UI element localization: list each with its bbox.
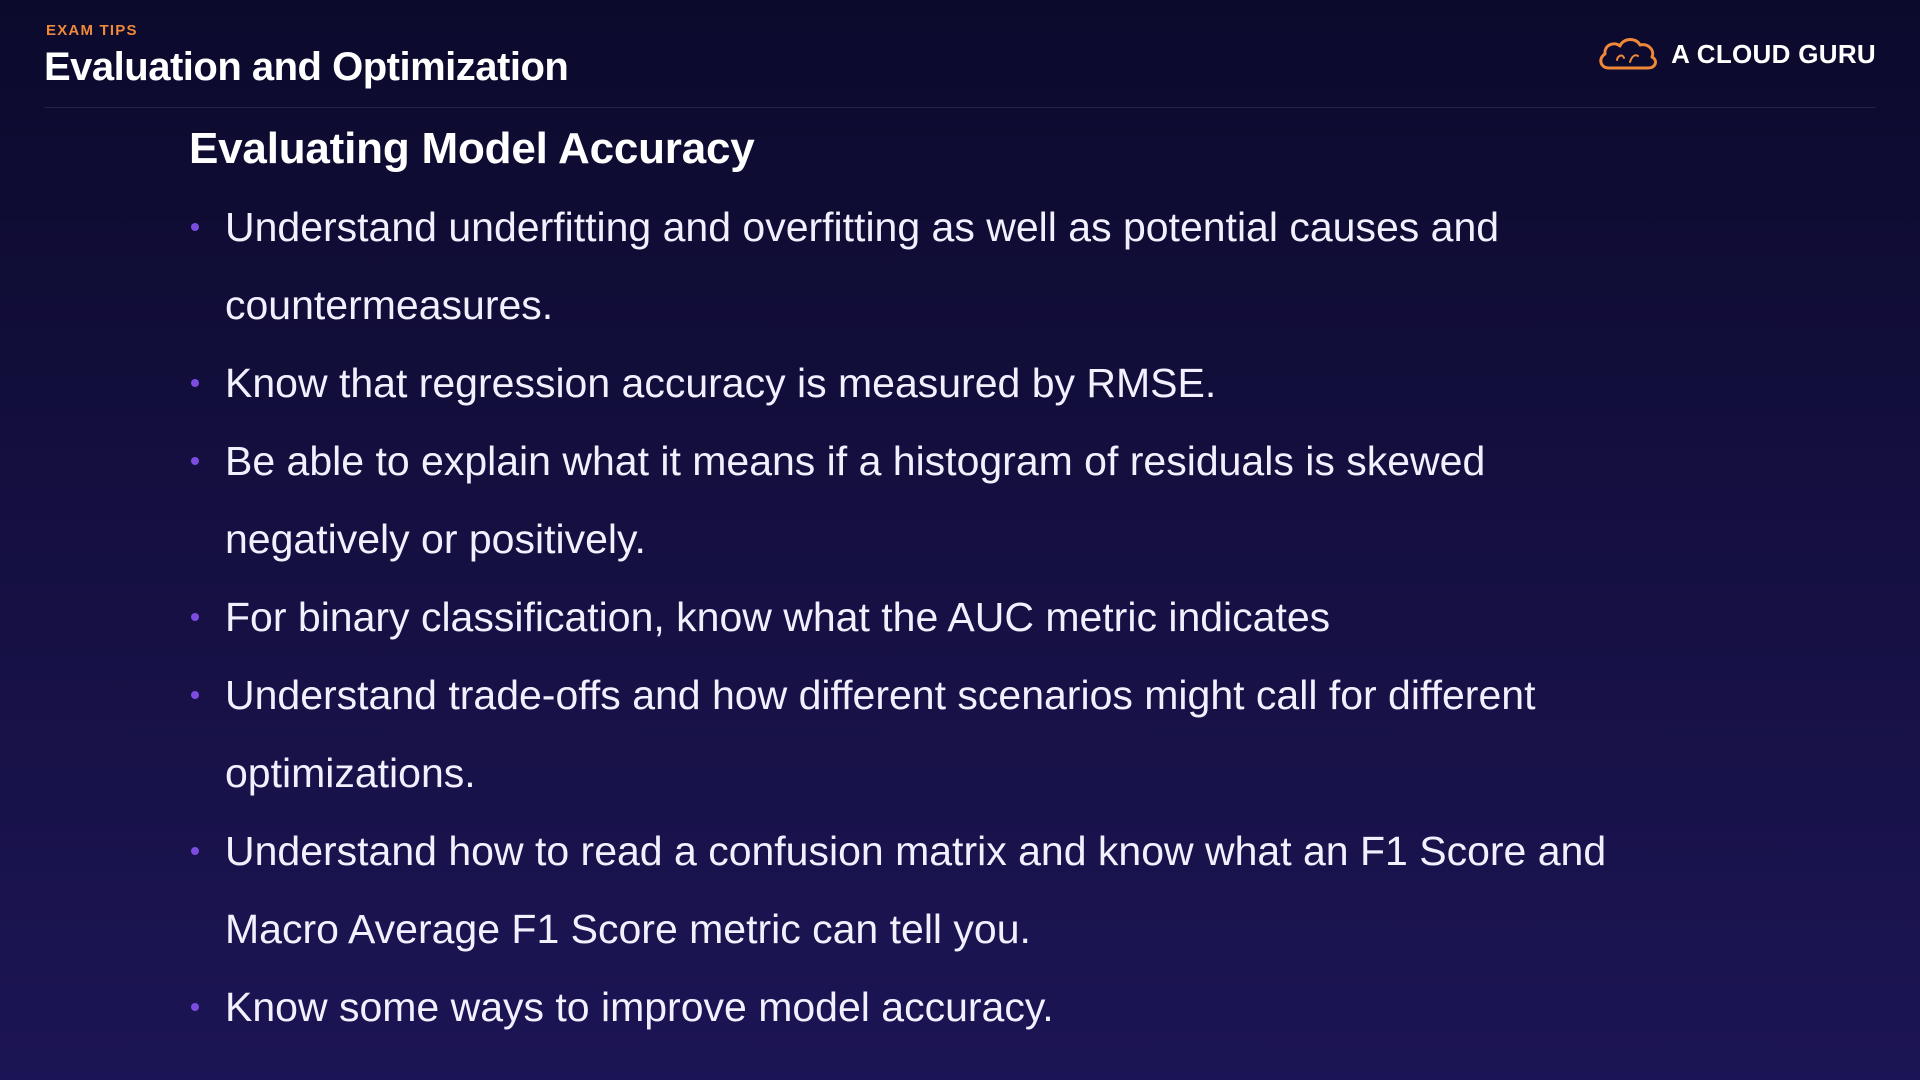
header: EXAM TIPS Evaluation and Optimization <box>44 22 569 90</box>
bullet-dot-icon <box>191 223 199 231</box>
bullet-dot-icon <box>191 1003 199 1011</box>
eyebrow-label: EXAM TIPS <box>46 22 138 39</box>
bullet-text: Be able to explain what it means if a hi… <box>225 438 1486 562</box>
header-divider <box>44 107 1876 108</box>
bullet-text: For binary classification, know what the… <box>225 594 1331 640</box>
bullet-item: For binary classification, know what the… <box>189 578 1675 656</box>
bullet-item: Understand how to read a confusion matri… <box>189 812 1675 968</box>
main-content: Evaluating Model Accuracy Understand und… <box>189 124 1749 1046</box>
cloud-logo-icon <box>1595 34 1659 74</box>
section-title: Evaluating Model Accuracy <box>189 124 755 173</box>
bullet-text: Understand underfitting and overfitting … <box>225 204 1500 328</box>
bullet-item: Understand underfitting and overfitting … <box>189 188 1675 344</box>
bullet-item: Know that regression accuracy is measure… <box>189 344 1675 422</box>
bullet-text: Understand how to read a confusion matri… <box>225 828 1607 952</box>
brand-name: A CLOUD GURU <box>1671 38 1876 69</box>
bullet-dot-icon <box>191 613 199 621</box>
page-title: Evaluation and Optimization <box>44 45 569 89</box>
bullet-item: Be able to explain what it means if a hi… <box>189 422 1675 578</box>
bullet-dot-icon <box>191 691 199 699</box>
bullet-dot-icon <box>191 847 199 855</box>
bullet-dot-icon <box>191 379 199 387</box>
bullet-dot-icon <box>191 457 199 465</box>
bullet-text: Know some ways to improve model accuracy… <box>225 984 1054 1030</box>
brand: A CLOUD GURU <box>1595 34 1876 74</box>
bullet-text: Understand trade-offs and how different … <box>225 672 1536 796</box>
bullet-item: Understand trade-offs and how different … <box>189 656 1675 812</box>
bullet-text: Know that regression accuracy is measure… <box>225 360 1217 406</box>
bullet-list: Understand underfitting and overfitting … <box>189 188 1749 1046</box>
bullet-item: Know some ways to improve model accuracy… <box>189 968 1675 1046</box>
